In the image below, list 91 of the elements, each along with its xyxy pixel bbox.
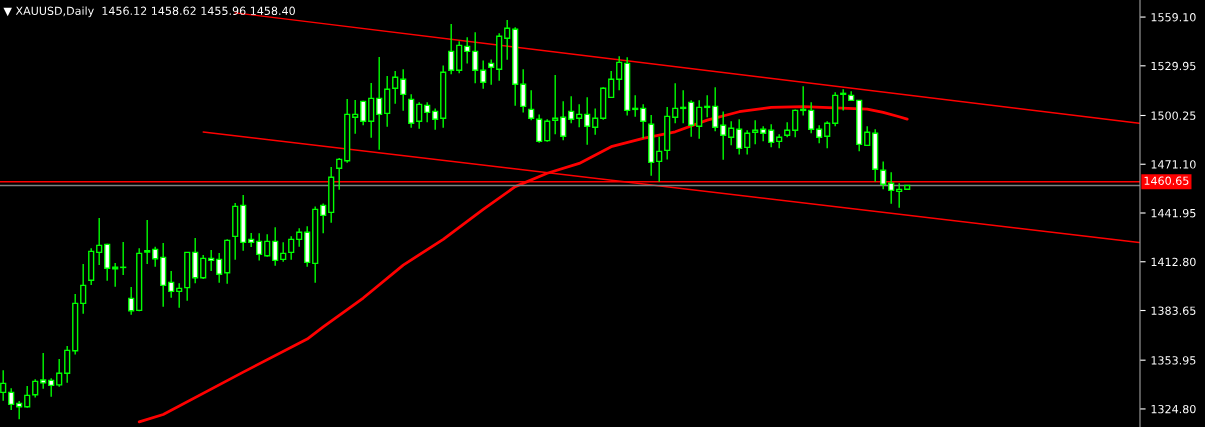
candlestick [264, 233, 271, 258]
candlestick [80, 263, 87, 315]
candlestick [472, 31, 479, 84]
candlestick [792, 108, 799, 139]
candlestick [656, 136, 663, 183]
candlestick [24, 385, 31, 409]
ref-line-label: 1460.65 [1144, 176, 1189, 185]
candlestick [464, 36, 471, 65]
y-tick-label: 1471.10 [1151, 160, 1196, 169]
candlestick [520, 68, 527, 114]
candlestick [64, 345, 71, 384]
candlestick [672, 82, 679, 124]
candlestick [376, 56, 383, 151]
candlestick [256, 232, 263, 262]
candlestick [880, 160, 887, 191]
y-tick-label: 1412.80 [1151, 257, 1196, 267]
candlestick [392, 70, 399, 105]
candlestick [56, 358, 63, 388]
candlestick [48, 377, 55, 398]
candlestick [504, 19, 511, 61]
candlestick [40, 352, 47, 390]
candlestick [824, 120, 831, 150]
candlestick [592, 107, 599, 136]
candlestick [888, 171, 895, 205]
candlestick [896, 182, 903, 209]
candlestick [768, 123, 775, 149]
candlestick [808, 101, 815, 134]
candlestick [424, 101, 431, 123]
candlestick [168, 270, 175, 299]
candlestick [200, 254, 207, 280]
y-tick-label: 1353.95 [1151, 356, 1196, 365]
candlestick [696, 99, 703, 140]
y-tick-label: 1324.80 [1151, 404, 1196, 414]
candlestick [104, 243, 111, 282]
candlestick [528, 89, 535, 121]
candlestick [800, 85, 807, 117]
candlestick [360, 100, 367, 126]
candlestick [840, 88, 847, 112]
candlestick [744, 129, 751, 156]
candlestick [712, 86, 719, 132]
candlestick [680, 89, 687, 124]
candlestick [728, 120, 735, 147]
candlestick [568, 95, 575, 124]
y-tick-label: 1383.65 [1151, 306, 1196, 315]
candlestick [416, 101, 423, 130]
candlestick [152, 246, 159, 268]
candlestick [488, 58, 495, 86]
candlestick [688, 99, 695, 138]
candlestick [320, 202, 327, 235]
candlestick [0, 369, 7, 402]
candlestick [272, 226, 279, 267]
candlestick [352, 99, 359, 135]
candlestick [296, 227, 303, 248]
candlestick [400, 68, 407, 112]
candlestick [816, 124, 823, 145]
candlestick [632, 94, 639, 118]
y-tick-label: 1500.25 [1151, 111, 1196, 120]
text: ▼ XAUUSD,Daily 1456.12 1458.62 1455.96 1458.40 [3, 6, 295, 18]
candlestick [616, 55, 623, 92]
candlestick [736, 118, 743, 156]
y-tick-label: 1441.95 [1151, 208, 1196, 218]
candlestick [8, 387, 15, 411]
candlestick [480, 59, 487, 90]
candlestick [432, 107, 439, 131]
candlestick [544, 118, 551, 143]
candlestick [32, 378, 39, 399]
candlestick [288, 235, 295, 261]
candlestick [704, 94, 711, 118]
candlestick [128, 286, 135, 316]
candlestick [576, 103, 583, 128]
candlestick [280, 241, 287, 263]
candlestick [584, 96, 591, 146]
candlestick [536, 113, 543, 144]
candlestick [608, 70, 615, 99]
y-tick-label: 1529.95 [1151, 61, 1196, 71]
candlestick [448, 23, 455, 75]
y-tick-label: 1559.10 [1151, 13, 1196, 22]
candlestick [368, 82, 375, 139]
candlestick [552, 74, 559, 136]
candlestick [864, 125, 871, 147]
candlestick [720, 110, 727, 161]
candlestick [640, 103, 647, 140]
candlestick [408, 93, 415, 129]
candlestick [96, 217, 103, 266]
candlestick [208, 249, 215, 272]
candlestick [216, 252, 223, 284]
candlestick [144, 219, 151, 265]
candlestick [560, 100, 567, 142]
candlestick [336, 157, 343, 191]
candlestick [752, 119, 759, 146]
candlestick [176, 282, 183, 309]
